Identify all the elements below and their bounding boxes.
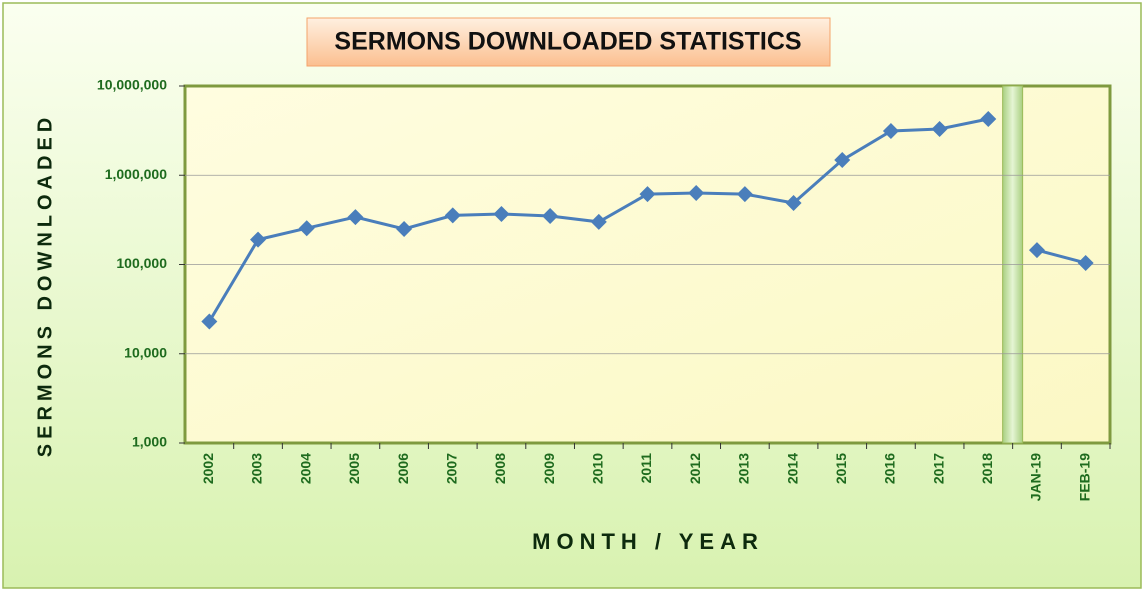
x-tick-label: 2013 (736, 453, 752, 484)
marker (444, 207, 461, 224)
marker (639, 186, 656, 203)
marker (931, 120, 948, 137)
marker (590, 213, 607, 230)
marker (347, 209, 364, 226)
marker (882, 123, 899, 140)
marker (1077, 254, 1094, 271)
y-axis-label: SERMONS DOWNLOADED (34, 113, 56, 457)
y-tick-label: 100,000 (116, 255, 167, 271)
marker (785, 194, 802, 211)
x-tick-label: 2004 (297, 453, 313, 484)
y-tick-label: 10,000 (124, 344, 167, 360)
x-tick-label: JAN-19 (1028, 453, 1044, 501)
marker (396, 220, 413, 237)
y-tick-label: 1,000 (132, 434, 167, 450)
y-tick-label: 10,000,000 (97, 77, 167, 93)
x-tick-label: 2006 (395, 453, 411, 484)
x-tick-label: 2002 (200, 453, 216, 484)
x-tick-label: FEB-19 (1076, 453, 1092, 501)
marker (688, 184, 705, 201)
line (1036, 248, 1087, 265)
title-box (306, 17, 831, 67)
marker (250, 231, 267, 248)
marker (201, 313, 218, 330)
chart-title: SERMONS DOWNLOADED STATISTICS (334, 28, 801, 56)
x-tick-label: 2018 (979, 453, 995, 484)
marker (980, 110, 997, 127)
x-tick-label: 2017 (930, 453, 946, 484)
x-tick-label: 2011 (638, 453, 654, 484)
x-tick-label: 2014 (784, 453, 800, 484)
x-tick-label: 2003 (249, 453, 265, 484)
x-tick-label: 2012 (687, 453, 703, 484)
marker (736, 186, 753, 203)
x-tick-label: 2005 (346, 453, 362, 484)
marker (493, 205, 510, 222)
x-tick-label: 2010 (590, 453, 606, 484)
x-tick-label: 2007 (443, 453, 459, 484)
x-axis-label: MONTH / YEAR (532, 529, 764, 554)
x-tick-label: 2009 (541, 453, 557, 484)
y-tick-label: 1,000,000 (105, 166, 167, 182)
marker (542, 208, 559, 225)
x-tick-label: 2008 (492, 453, 508, 484)
x-tick-label: 2015 (833, 453, 849, 484)
marker (1028, 242, 1045, 259)
marker (298, 220, 315, 237)
x-tick-label: 2016 (882, 453, 898, 484)
marker (834, 152, 851, 169)
